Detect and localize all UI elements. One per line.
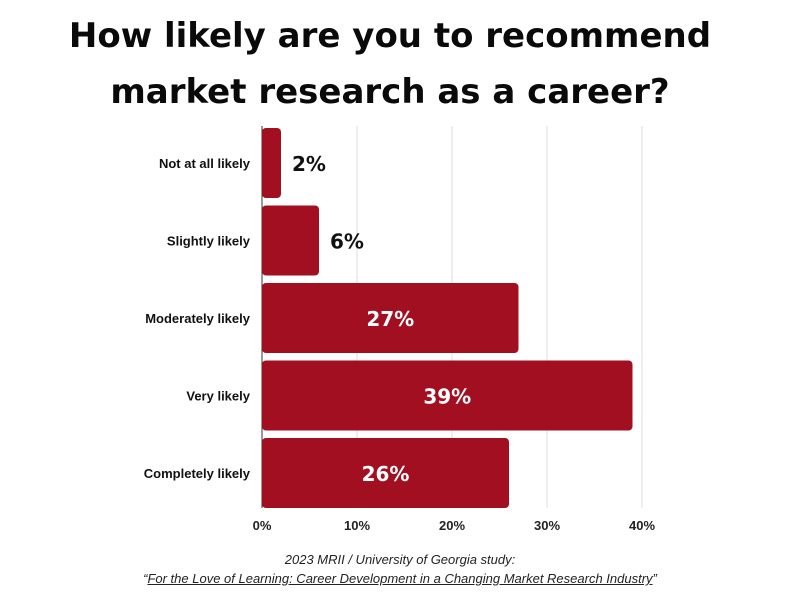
x-tick-label-40: 40%: [629, 518, 655, 533]
source-study: 2023 MRII / University of Georgia study:: [284, 552, 516, 567]
category-label-1: Slightly likely: [167, 234, 251, 249]
x-tick-label-30: 30%: [534, 518, 560, 533]
data-label-3: 39%: [423, 385, 471, 409]
category-label-0: Not at all likely: [159, 156, 251, 171]
source-quote-close: ”: [652, 571, 657, 586]
x-tick-label-10: 10%: [344, 518, 370, 533]
x-tick-label-20: 20%: [439, 518, 465, 533]
category-label-2: Moderately likely: [145, 311, 251, 326]
bar-0: [262, 128, 281, 198]
bar-4: [262, 438, 509, 508]
data-label-2: 27%: [366, 307, 414, 331]
bar-3: [262, 360, 633, 431]
data-label-0: 2%: [292, 152, 326, 176]
data-label-4: 26%: [362, 462, 410, 486]
chart-title-line-2: market research as a career?: [110, 72, 670, 112]
chart-title-line-1: How likely are you to recommend: [68, 16, 712, 56]
data-label-1: 6%: [330, 230, 364, 254]
source-publication-line: “For the Love of Learning: Career Develo…: [0, 569, 800, 588]
category-label-4: Completely likely: [144, 466, 251, 481]
x-tick-label-0: 0%: [253, 518, 272, 533]
bar-1: [262, 205, 319, 276]
source-quote-open: “: [143, 571, 148, 586]
source-publication-title: For the Love of Learning: Career Develop…: [147, 571, 653, 586]
category-label-3: Very likely: [186, 389, 250, 404]
chart-title: How likely are you to recommend market r…: [0, 8, 780, 120]
source-note: 2023 MRII / University of Georgia study:…: [0, 550, 800, 588]
bar-2: [262, 283, 519, 353]
